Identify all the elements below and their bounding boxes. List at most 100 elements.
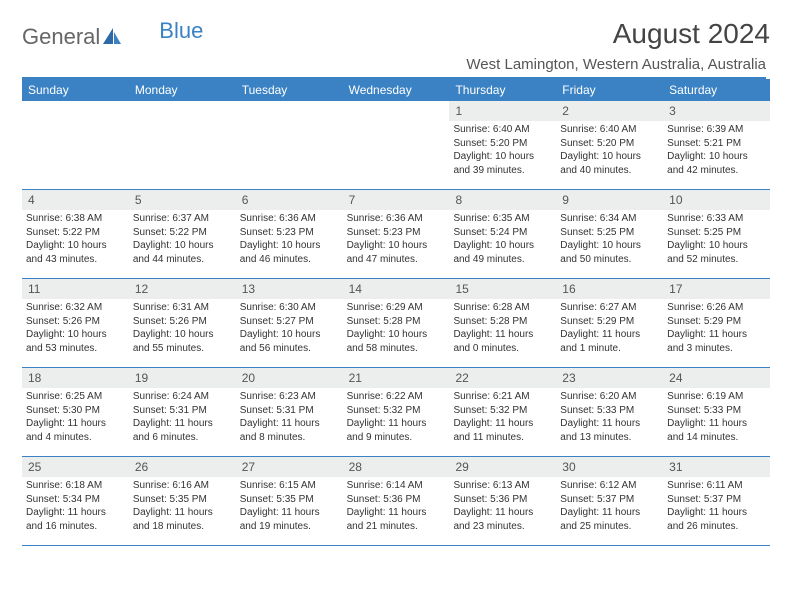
week-row: 25Sunrise: 6:18 AMSunset: 5:34 PMDayligh…: [22, 457, 770, 546]
sunset-text: Sunset: 5:33 PM: [560, 404, 659, 418]
daylight-text: Daylight: 11 hours: [560, 506, 659, 520]
day-cell: [129, 101, 236, 189]
day-number: 23: [556, 368, 663, 388]
sunrise-text: Sunrise: 6:39 AM: [667, 123, 766, 137]
daylight-text: Daylight: 10 hours: [133, 239, 232, 253]
daylight-text: Daylight: 11 hours: [133, 417, 232, 431]
day-number: 4: [22, 190, 129, 210]
daylight-text: Daylight: 10 hours: [453, 150, 552, 164]
daylight-text: Daylight: 10 hours: [560, 150, 659, 164]
sunset-text: Sunset: 5:37 PM: [560, 493, 659, 507]
sunset-text: Sunset: 5:31 PM: [133, 404, 232, 418]
sunset-text: Sunset: 5:35 PM: [133, 493, 232, 507]
daylight-text: Daylight: 11 hours: [240, 506, 339, 520]
week-row: 4Sunrise: 6:38 AMSunset: 5:22 PMDaylight…: [22, 190, 770, 279]
day-cell: 22Sunrise: 6:21 AMSunset: 5:32 PMDayligh…: [449, 368, 556, 456]
day-number: 12: [129, 279, 236, 299]
sunrise-text: Sunrise: 6:34 AM: [560, 212, 659, 226]
day-number: 31: [663, 457, 770, 477]
sunset-text: Sunset: 5:30 PM: [26, 404, 125, 418]
day-number: 30: [556, 457, 663, 477]
day-number: 2: [556, 101, 663, 121]
daylight-text: and 39 minutes.: [453, 164, 552, 178]
sunset-text: Sunset: 5:20 PM: [560, 137, 659, 151]
logo-text-1: General: [22, 24, 100, 50]
day-cell: 16Sunrise: 6:27 AMSunset: 5:29 PMDayligh…: [556, 279, 663, 367]
sunset-text: Sunset: 5:35 PM: [240, 493, 339, 507]
sunrise-text: Sunrise: 6:36 AM: [347, 212, 446, 226]
day-cell: 4Sunrise: 6:38 AMSunset: 5:22 PMDaylight…: [22, 190, 129, 278]
daylight-text: and 47 minutes.: [347, 253, 446, 267]
sunrise-text: Sunrise: 6:32 AM: [26, 301, 125, 315]
sunset-text: Sunset: 5:23 PM: [240, 226, 339, 240]
daylight-text: Daylight: 11 hours: [240, 417, 339, 431]
day-cell: [343, 101, 450, 189]
day-number: 15: [449, 279, 556, 299]
day-number: 27: [236, 457, 343, 477]
daylight-text: Daylight: 11 hours: [26, 417, 125, 431]
daylight-text: and 3 minutes.: [667, 342, 766, 356]
sunrise-text: Sunrise: 6:14 AM: [347, 479, 446, 493]
daylight-text: Daylight: 11 hours: [26, 506, 125, 520]
day-cell: 1Sunrise: 6:40 AMSunset: 5:20 PMDaylight…: [449, 101, 556, 189]
sunrise-text: Sunrise: 6:35 AM: [453, 212, 552, 226]
day-number: 28: [343, 457, 450, 477]
day-number: 24: [663, 368, 770, 388]
day-cell: 25Sunrise: 6:18 AMSunset: 5:34 PMDayligh…: [22, 457, 129, 545]
daylight-text: and 14 minutes.: [667, 431, 766, 445]
daylight-text: and 53 minutes.: [26, 342, 125, 356]
sunrise-text: Sunrise: 6:12 AM: [560, 479, 659, 493]
weekday-header-row: SundayMondayTuesdayWednesdayThursdayFrid…: [22, 79, 770, 101]
daylight-text: Daylight: 11 hours: [453, 506, 552, 520]
day-cell: 5Sunrise: 6:37 AMSunset: 5:22 PMDaylight…: [129, 190, 236, 278]
day-number: 20: [236, 368, 343, 388]
daylight-text: Daylight: 10 hours: [347, 328, 446, 342]
sunrise-text: Sunrise: 6:19 AM: [667, 390, 766, 404]
sunset-text: Sunset: 5:29 PM: [667, 315, 766, 329]
day-cell: 15Sunrise: 6:28 AMSunset: 5:28 PMDayligh…: [449, 279, 556, 367]
day-number: 17: [663, 279, 770, 299]
daylight-text: Daylight: 10 hours: [26, 328, 125, 342]
day-number: [236, 101, 343, 121]
sunrise-text: Sunrise: 6:36 AM: [240, 212, 339, 226]
sunset-text: Sunset: 5:31 PM: [240, 404, 339, 418]
day-number: 6: [236, 190, 343, 210]
daylight-text: Daylight: 11 hours: [347, 417, 446, 431]
sunrise-text: Sunrise: 6:26 AM: [667, 301, 766, 315]
daylight-text: and 25 minutes.: [560, 520, 659, 534]
week-row: 18Sunrise: 6:25 AMSunset: 5:30 PMDayligh…: [22, 368, 770, 457]
daylight-text: and 55 minutes.: [133, 342, 232, 356]
sunrise-text: Sunrise: 6:29 AM: [347, 301, 446, 315]
logo-sail-icon: [103, 24, 121, 50]
sunset-text: Sunset: 5:25 PM: [560, 226, 659, 240]
daylight-text: Daylight: 10 hours: [240, 239, 339, 253]
title-block: August 2024: [613, 18, 770, 52]
sunset-text: Sunset: 5:28 PM: [347, 315, 446, 329]
sunset-text: Sunset: 5:21 PM: [667, 137, 766, 151]
day-cell: 9Sunrise: 6:34 AMSunset: 5:25 PMDaylight…: [556, 190, 663, 278]
day-number: 8: [449, 190, 556, 210]
sunrise-text: Sunrise: 6:24 AM: [133, 390, 232, 404]
daylight-text: and 40 minutes.: [560, 164, 659, 178]
daylight-text: Daylight: 11 hours: [560, 328, 659, 342]
sunrise-text: Sunrise: 6:40 AM: [453, 123, 552, 137]
day-number: 7: [343, 190, 450, 210]
sunrise-text: Sunrise: 6:28 AM: [453, 301, 552, 315]
daylight-text: and 8 minutes.: [240, 431, 339, 445]
sunset-text: Sunset: 5:25 PM: [667, 226, 766, 240]
sunrise-text: Sunrise: 6:16 AM: [133, 479, 232, 493]
day-number: 25: [22, 457, 129, 477]
daylight-text: and 19 minutes.: [240, 520, 339, 534]
day-cell: 27Sunrise: 6:15 AMSunset: 5:35 PMDayligh…: [236, 457, 343, 545]
daylight-text: Daylight: 10 hours: [347, 239, 446, 253]
daylight-text: and 50 minutes.: [560, 253, 659, 267]
daylight-text: and 0 minutes.: [453, 342, 552, 356]
daylight-text: and 52 minutes.: [667, 253, 766, 267]
sunrise-text: Sunrise: 6:30 AM: [240, 301, 339, 315]
daylight-text: and 11 minutes.: [453, 431, 552, 445]
sunset-text: Sunset: 5:36 PM: [453, 493, 552, 507]
day-cell: 11Sunrise: 6:32 AMSunset: 5:26 PMDayligh…: [22, 279, 129, 367]
day-number: 5: [129, 190, 236, 210]
sunset-text: Sunset: 5:22 PM: [26, 226, 125, 240]
daylight-text: and 44 minutes.: [133, 253, 232, 267]
